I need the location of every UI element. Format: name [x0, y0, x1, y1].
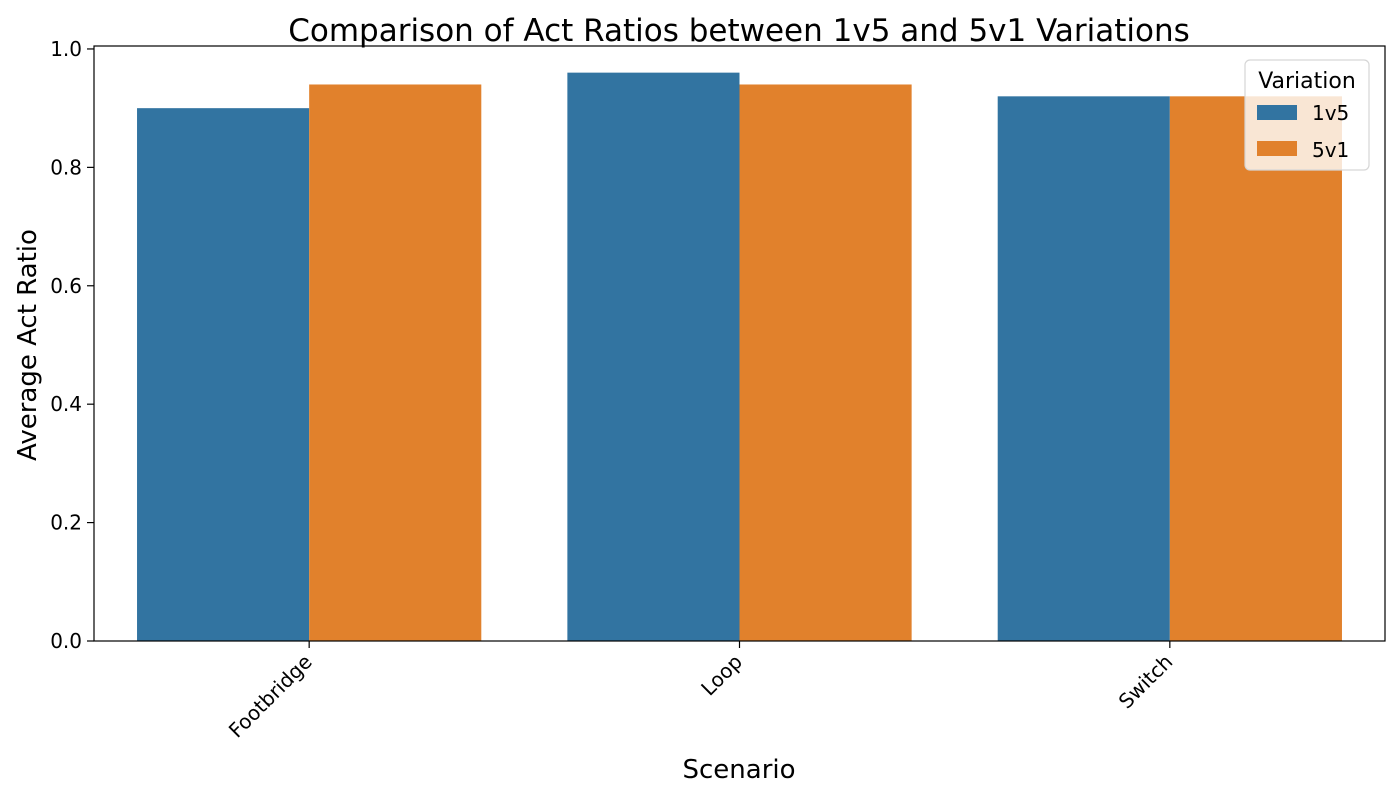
- bar-5v1-switch: [1169, 96, 1342, 642]
- bar-5v1-footbridge: [309, 84, 482, 641]
- x-tick-label-switch: Switch: [1114, 650, 1178, 714]
- y-tick-label: 0.6: [50, 274, 82, 298]
- x-tick-label-footbridge: Footbridge: [224, 650, 317, 743]
- legend-label-5v1: 5v1: [1312, 138, 1349, 162]
- bar-1v5-loop: [567, 72, 740, 642]
- legend-swatch-5v1: [1257, 141, 1297, 156]
- legend: Variation 1v5 5v1: [1244, 59, 1370, 171]
- bar-1v5-footbridge: [137, 108, 310, 641]
- y-axis-label: Average Act Ratio: [13, 229, 43, 461]
- x-tick-label-loop: Loop: [696, 650, 747, 701]
- chart-title: Comparison of Act Ratios between 1v5 and…: [288, 13, 1190, 49]
- y-tick-label: 0.4: [50, 392, 82, 416]
- y-tick-label: 0.8: [50, 155, 82, 179]
- bar-5v1-loop: [739, 84, 912, 641]
- x-axis: Footbridge Loop Switch: [224, 641, 1177, 742]
- y-tick-label: 0.2: [50, 511, 82, 535]
- y-tick-label: 1.0: [50, 37, 82, 61]
- bar-1v5-switch: [997, 96, 1170, 642]
- x-axis-label: Scenario: [682, 755, 795, 785]
- plot-area: [93, 45, 1386, 642]
- legend-label-1v5: 1v5: [1312, 101, 1349, 125]
- legend-title: Variation: [1258, 69, 1356, 94]
- y-axis: 0.0 0.2 0.4 0.6 0.8 1.0: [50, 37, 94, 653]
- legend-swatch-1v5: [1257, 105, 1297, 120]
- y-tick-label: 0.0: [50, 629, 82, 653]
